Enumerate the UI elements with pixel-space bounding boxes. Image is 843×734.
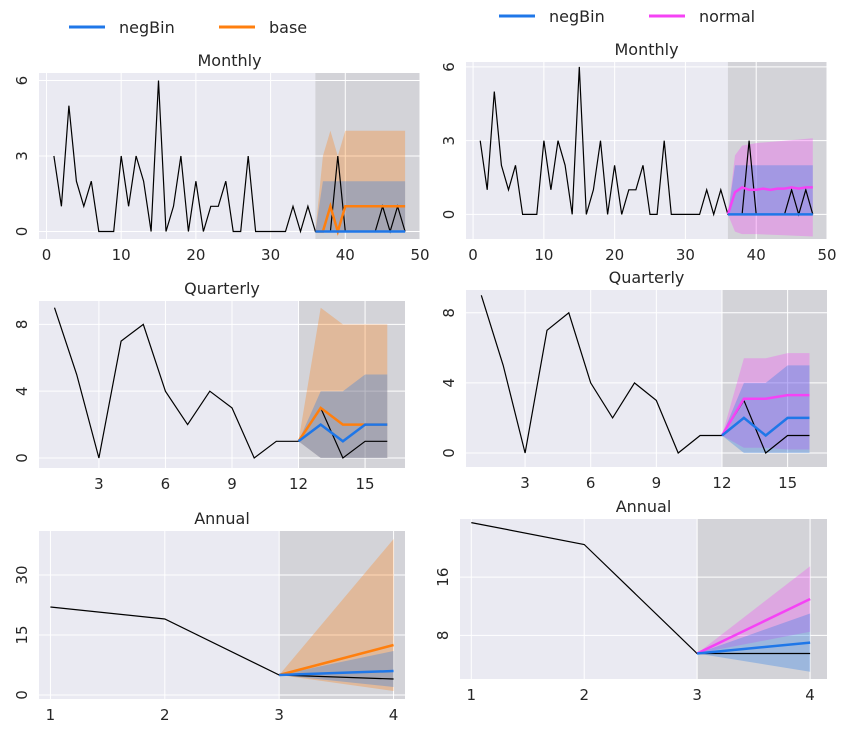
negBin-forecast-line	[696, 641, 811, 655]
legend-negBin-label: negBin	[119, 18, 175, 37]
normal-interval-band	[722, 353, 810, 450]
x-tick-label: 10	[112, 246, 131, 264]
negBin-forecast-line	[297, 423, 388, 443]
legend-2: negBin normal	[499, 7, 755, 26]
gridlines	[460, 519, 827, 679]
chart-title: Quarterly	[609, 268, 685, 287]
x-tick-label: 30	[676, 246, 695, 264]
normal-interval-band	[727, 138, 813, 237]
chart-panel-6: Annual 1 2 3 4 8 16	[434, 497, 827, 704]
y-tick-label: 6	[440, 62, 458, 72]
chart-title: Annual	[616, 497, 672, 516]
x-tick-label: 6	[161, 475, 171, 493]
chart-panel-3: Quarterly 3 6 9 12 15 0 4 8	[13, 279, 405, 493]
chart-title: Annual	[194, 509, 250, 528]
y-tick-label: 0	[440, 210, 458, 220]
negBin-interval-band	[298, 374, 388, 458]
x-tick-label: 12	[289, 475, 308, 493]
x-tick-label: 10	[534, 246, 553, 264]
x-tick-label: 3	[692, 686, 702, 704]
x-tick-label: 2	[579, 686, 589, 704]
x-tick-label: 3	[520, 474, 530, 492]
x-tick-label: 2	[160, 706, 170, 724]
forecast-region	[721, 290, 827, 467]
x-tick-label: 9	[652, 474, 662, 492]
x-tick-label: 50	[410, 246, 429, 264]
x-tick-label: 1	[46, 706, 56, 724]
gridlines	[39, 301, 405, 468]
x-tick-label: 1	[467, 686, 477, 704]
y-tick-label: 0	[440, 448, 458, 458]
x-tick-label: 40	[747, 246, 766, 264]
normal-forecast-line	[696, 597, 811, 655]
chart-panel-4: Quarterly 3 6 9 12 15 0 4 8	[440, 268, 827, 492]
y-tick-label: 15	[13, 625, 31, 644]
forecast-region	[298, 301, 405, 468]
chart-title: Quarterly	[184, 279, 260, 298]
legend-1: negBin base	[69, 18, 307, 37]
x-tick-label: 20	[186, 246, 205, 264]
history-line	[471, 522, 811, 655]
x-tick-label: 4	[389, 706, 399, 724]
x-tick-label: 40	[336, 246, 355, 264]
y-tick-label: 16	[434, 568, 452, 587]
chart-panel-5: Annual 1 2 3 4 0 15 30	[13, 509, 405, 724]
normal-interval-band	[697, 566, 811, 654]
y-tick-label: 8	[434, 631, 452, 641]
y-tick-label: 8	[440, 308, 458, 318]
negBin-forecast-line	[721, 416, 810, 438]
forecast-region	[727, 62, 827, 239]
y-tick-label: 3	[13, 151, 31, 161]
x-tick-label: 9	[227, 475, 237, 493]
y-tick-label: 0	[13, 690, 31, 700]
x-tick-label: 0	[42, 246, 52, 264]
negBin-interval-band	[697, 613, 811, 672]
chart-panel-2: Monthly 0 10 20 30 40 50 0 3 6	[440, 40, 837, 264]
legend-base-label: base	[269, 18, 307, 37]
base-forecast-line	[278, 643, 394, 677]
y-tick-label: 8	[13, 320, 31, 330]
chart-title: Monthly	[197, 51, 261, 70]
gridlines	[39, 531, 405, 699]
legend-negBin-label: negBin	[549, 7, 605, 26]
x-tick-label: 50	[817, 246, 836, 264]
negBin-forecast-line	[279, 669, 394, 677]
x-tick-label: 4	[805, 686, 815, 704]
y-tick-label: 4	[440, 378, 458, 388]
y-tick-label: 3	[440, 136, 458, 146]
x-tick-label: 3	[94, 475, 104, 493]
chart-title: Monthly	[614, 40, 678, 59]
history-line	[50, 606, 394, 680]
x-tick-label: 30	[261, 246, 280, 264]
y-tick-label: 0	[13, 227, 31, 237]
normal-forecast-line	[720, 393, 810, 437]
x-tick-label: 15	[356, 475, 375, 493]
x-tick-label: 12	[712, 474, 731, 492]
y-tick-label: 0	[13, 453, 31, 463]
chart-panel-1: Monthly 0 10 20 30 40 50 0 3 6	[13, 51, 430, 264]
x-tick-label: 6	[586, 474, 596, 492]
gridlines	[39, 73, 421, 239]
x-tick-label: 3	[274, 706, 284, 724]
x-tick-label: 20	[605, 246, 624, 264]
normal-forecast-line	[726, 186, 813, 215]
x-tick-label: 0	[468, 246, 478, 264]
y-tick-label: 30	[13, 565, 31, 584]
y-tick-label: 4	[13, 386, 31, 396]
base-interval-band	[298, 307, 388, 458]
x-tick-label: 15	[778, 474, 797, 492]
gridlines	[466, 290, 827, 467]
y-tick-label: 6	[13, 76, 31, 86]
negBin-interval-band	[722, 365, 810, 453]
base-forecast-line	[315, 201, 406, 236]
legend-normal-label: normal	[699, 7, 755, 26]
